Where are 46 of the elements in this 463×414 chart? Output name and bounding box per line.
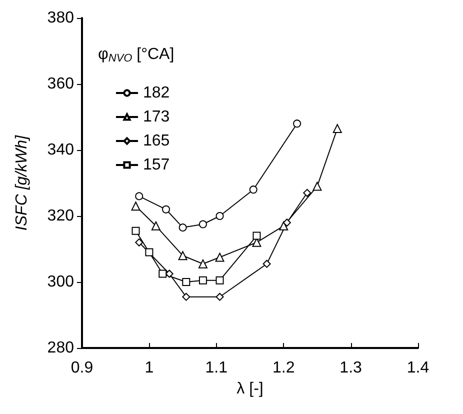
point xyxy=(135,192,144,200)
y-tick-label: 360 xyxy=(47,76,74,92)
y-axis-title: ISFC [g/kWh] xyxy=(14,134,30,231)
x-tick-label: 1.2 xyxy=(272,360,295,376)
legend-label: 182 xyxy=(143,84,170,102)
x-tick-label: 1.4 xyxy=(406,360,430,376)
legend-label: 165 xyxy=(143,132,170,150)
point xyxy=(198,276,207,284)
point xyxy=(178,224,187,232)
point xyxy=(252,232,261,240)
point xyxy=(162,205,170,214)
y-tick-label: 380 xyxy=(47,10,74,26)
point xyxy=(216,276,224,284)
x-tick-label: 0.9 xyxy=(70,360,94,376)
point xyxy=(312,182,322,191)
legend-label: 157 xyxy=(143,156,170,174)
point xyxy=(145,248,154,256)
point xyxy=(132,226,140,235)
point xyxy=(332,124,342,134)
point xyxy=(282,218,291,227)
point xyxy=(182,292,190,301)
y-tick-label: 320 xyxy=(47,208,74,224)
point xyxy=(215,252,224,262)
point xyxy=(131,202,140,211)
y-tick-label: 300 xyxy=(47,274,74,290)
y-tick-label: 280 xyxy=(47,340,74,356)
x-tick-label: 1.3 xyxy=(340,360,362,376)
point xyxy=(198,220,207,228)
point xyxy=(249,186,258,194)
point xyxy=(151,221,160,230)
point xyxy=(303,188,312,197)
point xyxy=(293,120,302,128)
point xyxy=(158,270,167,278)
point xyxy=(182,278,190,286)
x-tick-label: 1.1 xyxy=(205,360,228,376)
y-tick-label: 340 xyxy=(47,142,74,158)
point xyxy=(262,260,271,268)
x-axis-title: λ [-] xyxy=(236,380,264,398)
x-tick-label: 1 xyxy=(144,360,154,376)
point xyxy=(216,212,224,220)
legend-label: 173 xyxy=(143,108,170,126)
point xyxy=(178,251,188,260)
point xyxy=(198,259,208,268)
point xyxy=(279,221,288,230)
point xyxy=(135,238,144,246)
point xyxy=(216,292,224,301)
